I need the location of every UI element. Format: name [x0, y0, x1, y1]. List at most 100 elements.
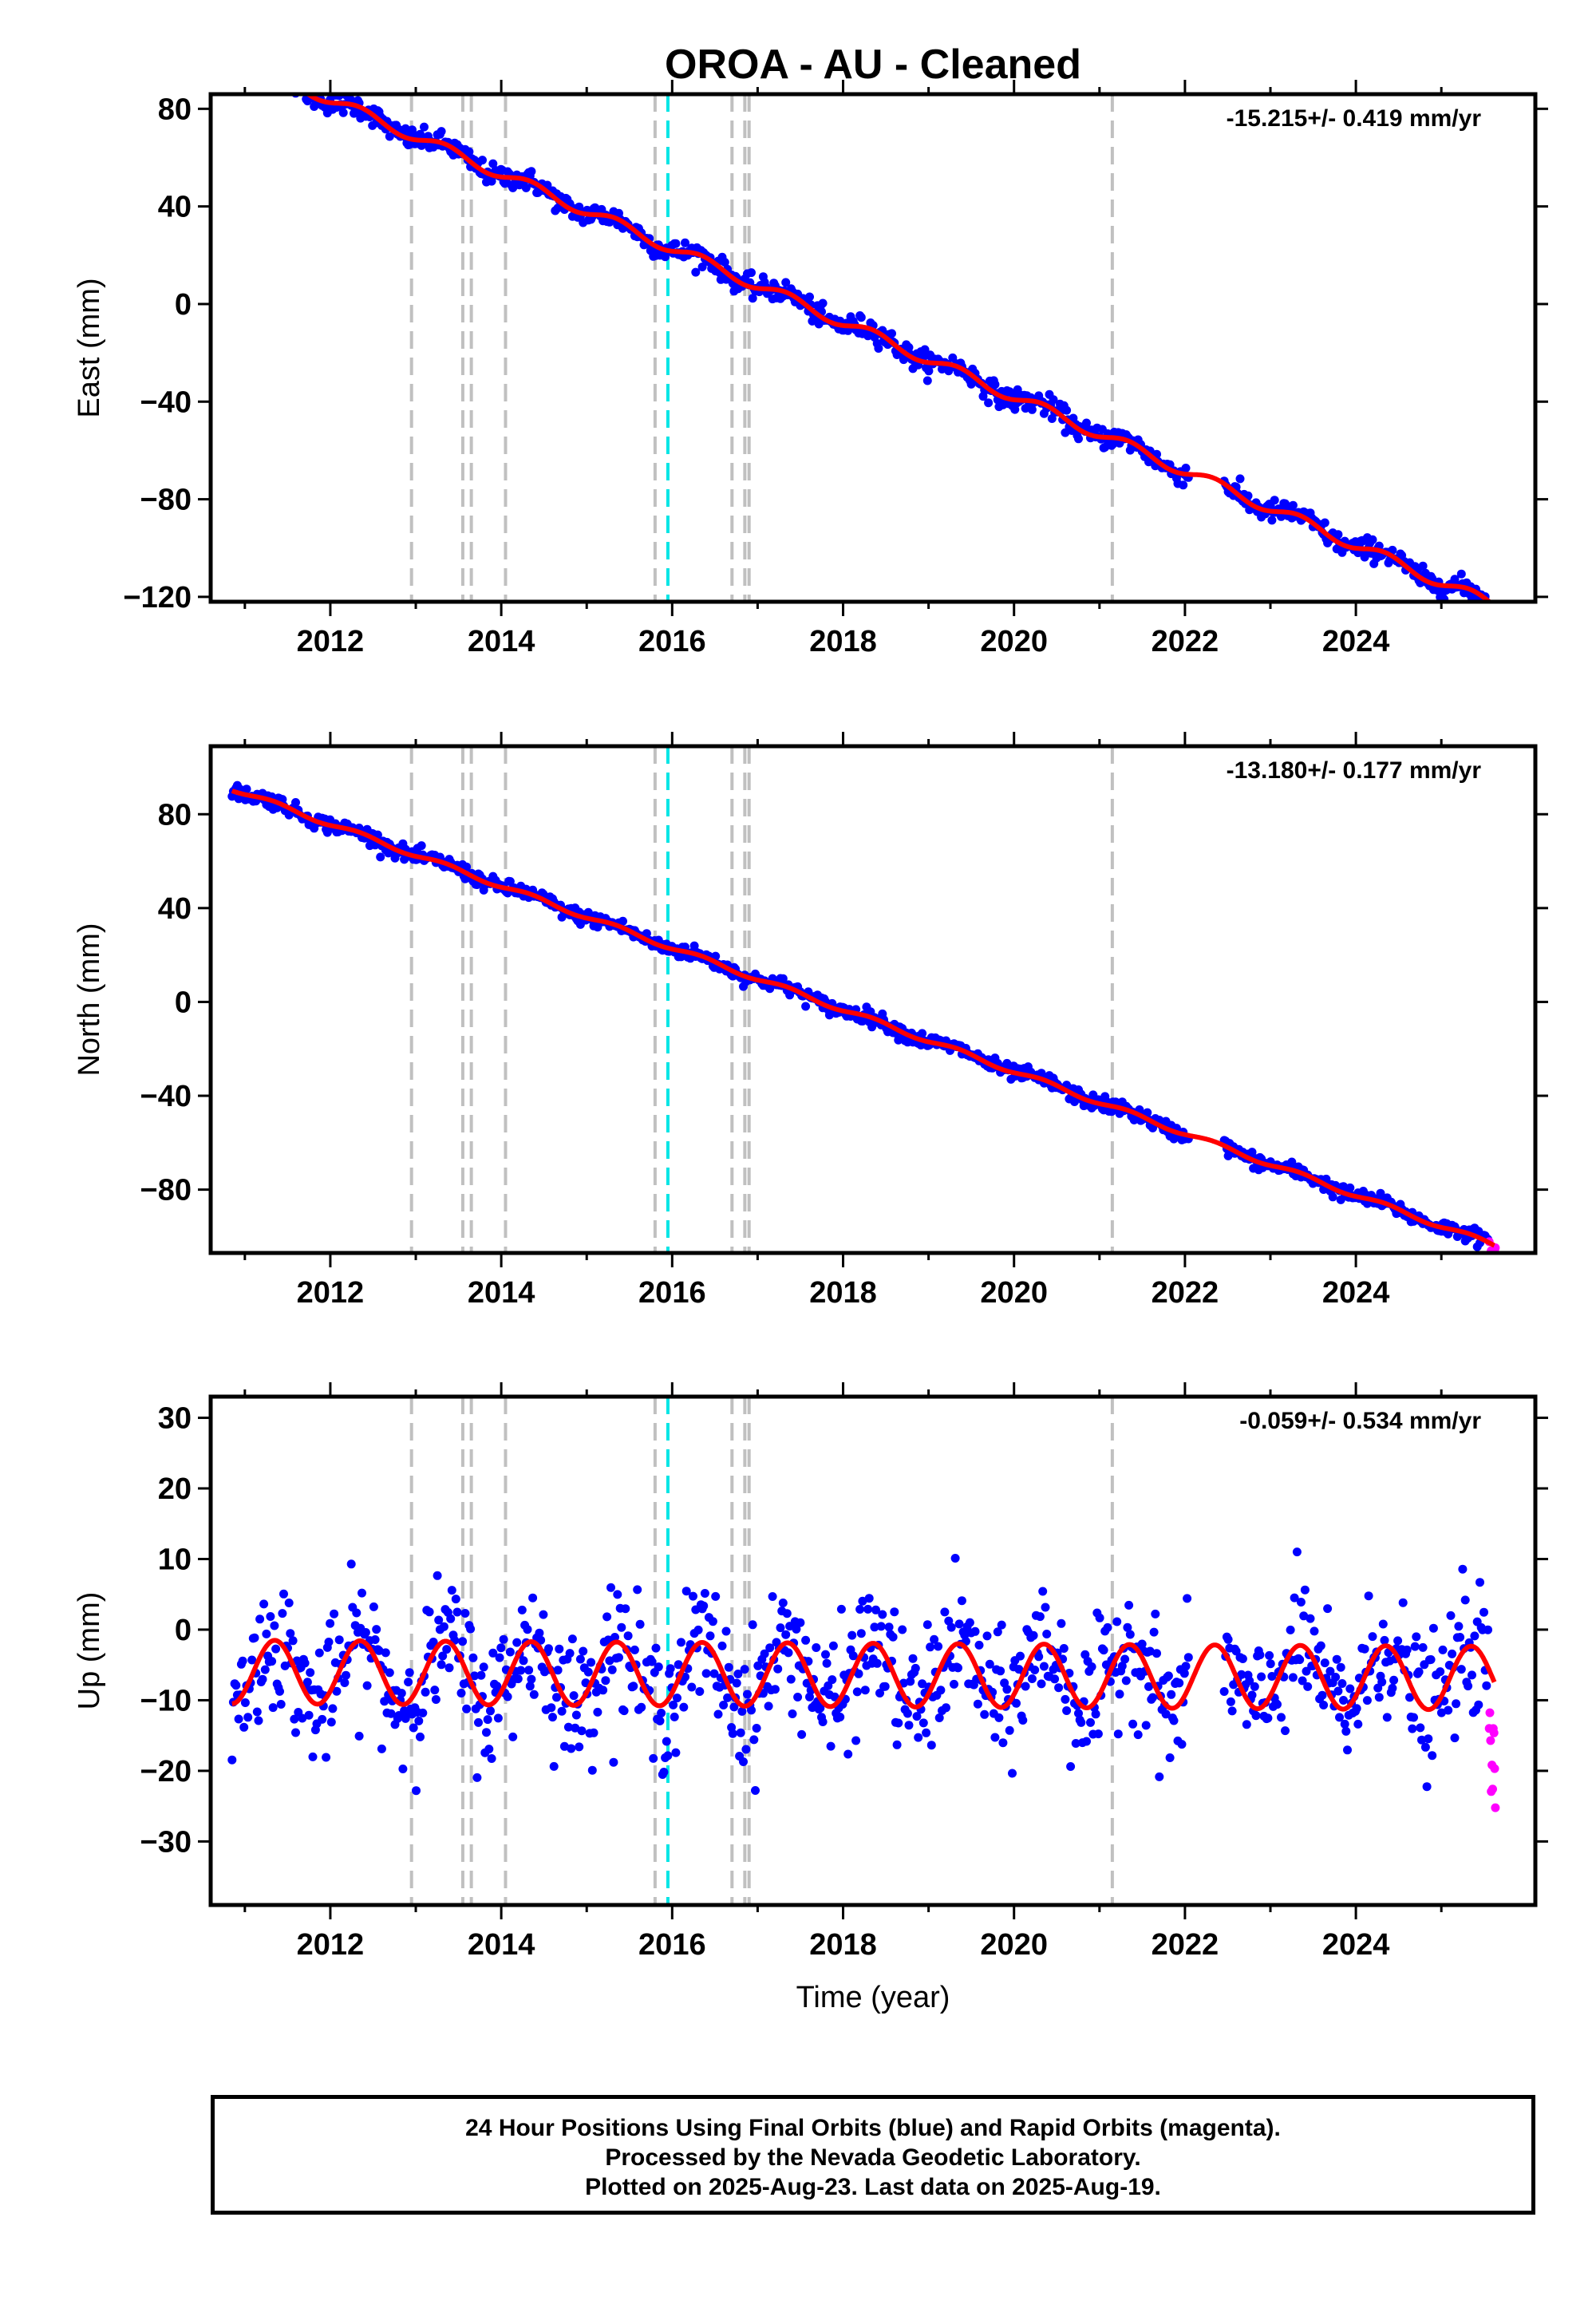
data-point: [528, 1593, 538, 1603]
data-point: [1310, 1626, 1319, 1636]
data-point: [291, 798, 300, 807]
data-point: [555, 1644, 564, 1654]
data-point: [429, 1638, 438, 1646]
data-point: [874, 344, 883, 353]
data-point: [237, 60, 246, 69]
data-point: [1257, 1672, 1266, 1682]
data-point: [681, 238, 689, 247]
data-point: [613, 1590, 622, 1599]
data-point: [854, 1669, 863, 1678]
data-point: [751, 1786, 760, 1795]
data-point: [245, 60, 254, 69]
data-point: [1002, 1685, 1012, 1694]
x-tick-label: 2014: [468, 625, 535, 658]
data-point: [728, 1729, 737, 1738]
data-point: [577, 1726, 587, 1736]
data-point: [462, 1704, 472, 1713]
data-point: [279, 72, 288, 81]
data-point: [1086, 1717, 1095, 1727]
data-point: [438, 1651, 448, 1661]
data-point: [1029, 1630, 1038, 1640]
data-point: [1115, 1690, 1124, 1699]
data-point: [259, 59, 267, 68]
data-point: [544, 1644, 553, 1654]
data-point: [1456, 1665, 1466, 1674]
x-tick-label: 2020: [980, 1928, 1048, 1962]
data-point: [1251, 1711, 1261, 1721]
data-point: [1458, 1564, 1468, 1574]
data-point: [231, 1681, 241, 1690]
rapid-point: [1490, 624, 1499, 633]
data-point: [235, 59, 244, 68]
data-point: [238, 1656, 247, 1666]
data-point: [1422, 1782, 1432, 1792]
data-point: [878, 1610, 887, 1619]
data-point: [276, 1700, 286, 1709]
data-point: [1082, 418, 1091, 428]
data-point: [1074, 1709, 1083, 1718]
data-point: [308, 1752, 318, 1761]
rapid-point: [1491, 604, 1499, 613]
data-point: [470, 1671, 480, 1681]
data-point: [474, 1717, 483, 1727]
data-point: [792, 1624, 801, 1634]
data-point: [553, 204, 563, 213]
data-point: [386, 1709, 396, 1718]
event-lines: [409, 1397, 1114, 1905]
data-point: [1339, 1696, 1348, 1705]
data-point: [1388, 1683, 1397, 1693]
data-point: [860, 1686, 870, 1695]
data-point: [269, 60, 278, 69]
data-point: [1167, 1690, 1176, 1699]
data-point: [372, 1625, 381, 1634]
data-point: [300, 1658, 310, 1668]
data-point: [801, 1635, 811, 1645]
data-point: [1336, 1662, 1345, 1672]
data-point: [778, 1599, 788, 1607]
data-point: [233, 57, 242, 66]
data-point: [1362, 1696, 1372, 1705]
data-point: [416, 1732, 425, 1741]
data-point: [805, 292, 814, 302]
data-point: [695, 1687, 705, 1696]
y-tick-label: −80: [140, 1174, 192, 1207]
data-point: [651, 1643, 661, 1653]
data-point: [260, 1665, 270, 1674]
data-point: [409, 1723, 418, 1733]
data-point: [1077, 1717, 1086, 1727]
rapid-point: [1488, 1255, 1497, 1264]
data-point: [240, 1698, 250, 1707]
data-point: [309, 85, 318, 93]
data-point: [437, 127, 446, 136]
data-point: [385, 1668, 394, 1678]
data-point: [557, 1706, 567, 1716]
data-point: [760, 1649, 769, 1658]
data-point: [1270, 496, 1279, 505]
rate-annotation: -13.180+/- 0.177 mm/yr: [1227, 757, 1482, 784]
data-point: [567, 1744, 576, 1753]
data-point: [753, 1661, 763, 1670]
data-point: [559, 1741, 569, 1751]
data-point: [637, 1702, 646, 1712]
data-point: [380, 1697, 389, 1706]
data-point: [1456, 569, 1466, 579]
data-point: [1183, 1594, 1192, 1603]
data-point: [1093, 1729, 1103, 1739]
data-point: [1341, 1726, 1351, 1736]
data-point: [242, 785, 251, 794]
data-point: [973, 1699, 982, 1709]
data-point: [863, 1604, 873, 1614]
x-tick-label: 2018: [809, 1928, 877, 1962]
data-point: [430, 1686, 440, 1695]
data-point: [855, 1605, 865, 1614]
data-point: [601, 1676, 610, 1686]
data-point: [294, 84, 302, 93]
data-point: [723, 1693, 733, 1702]
data-point: [437, 1660, 446, 1670]
data-point: [352, 1608, 361, 1618]
data-point: [708, 1617, 717, 1626]
data-point: [990, 1733, 1000, 1742]
data-point: [801, 1002, 811, 1011]
data-point: [1378, 1619, 1388, 1629]
data-point: [1250, 1682, 1259, 1691]
